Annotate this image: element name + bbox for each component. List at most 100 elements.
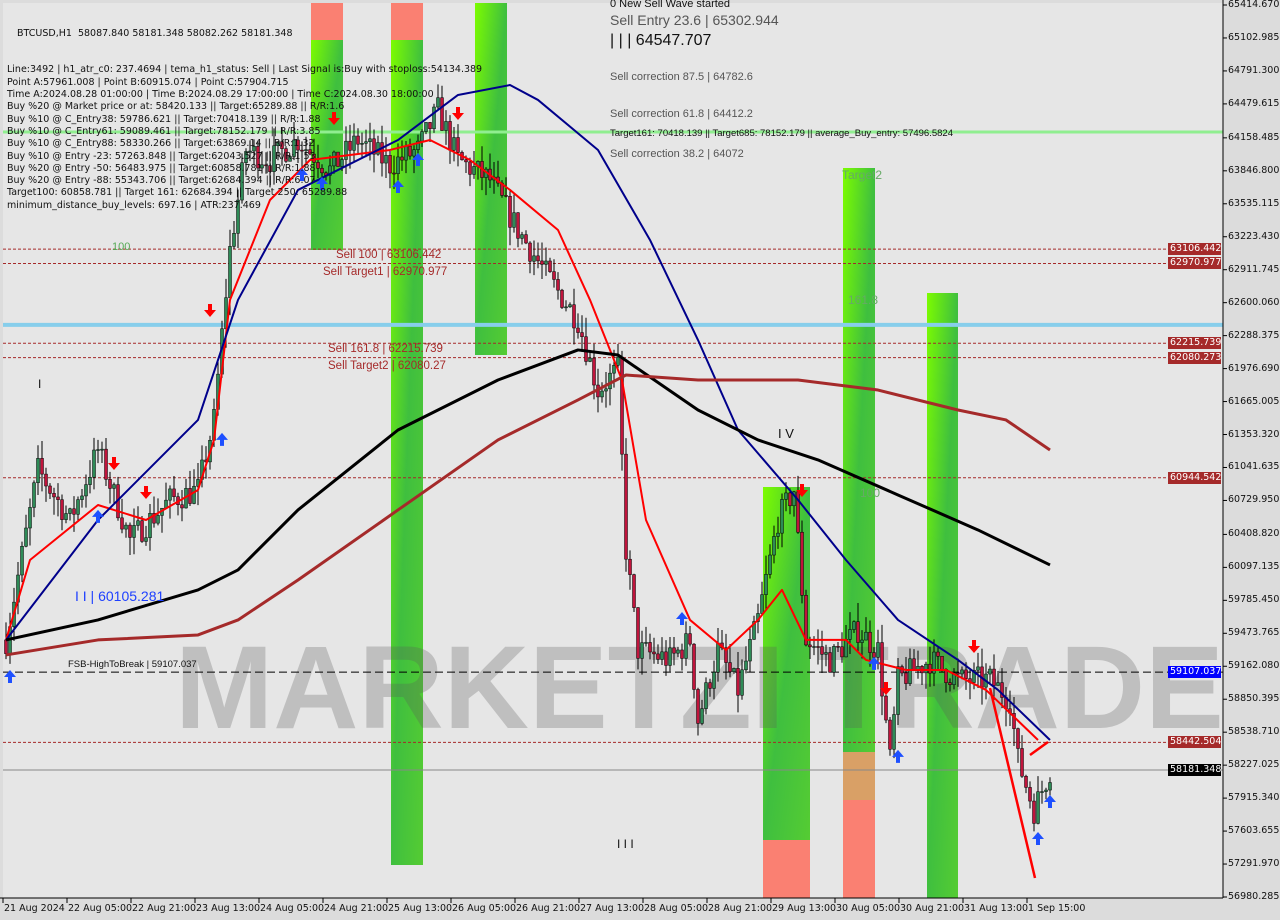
candle — [120, 498, 124, 534]
candle-body — [232, 233, 236, 247]
candle — [396, 143, 400, 184]
info-line: Buy %20 @ Entry -88: 55343.706 || Target… — [7, 175, 316, 187]
candle — [44, 467, 48, 502]
candle-body — [140, 520, 144, 542]
candle — [764, 555, 768, 611]
candle — [604, 372, 608, 408]
candle — [252, 139, 256, 166]
candle — [1036, 776, 1040, 825]
candle — [948, 678, 952, 692]
candle-body — [512, 212, 516, 228]
candle-body — [1012, 713, 1016, 729]
candle — [68, 507, 72, 521]
candle — [688, 626, 692, 647]
candle-body — [432, 106, 436, 130]
candle — [936, 646, 940, 670]
candle — [632, 573, 636, 613]
candle-body — [524, 234, 528, 244]
sell-arrow-icon — [108, 457, 120, 471]
info-line: Buy %20 @ Entry -50: 56483.975 || Target… — [7, 162, 316, 174]
candle-body — [124, 524, 128, 530]
candle-body — [308, 149, 312, 155]
buy-arrow-icon — [316, 177, 328, 191]
candle — [800, 520, 804, 604]
candle-body — [108, 479, 112, 489]
candle-body — [528, 242, 532, 262]
candle-body — [304, 149, 308, 152]
candle — [92, 437, 96, 490]
candle-body — [396, 156, 400, 174]
candle-body — [832, 646, 836, 673]
candle-body — [400, 156, 404, 161]
candle — [576, 313, 580, 339]
buy-arrow-icon — [1044, 794, 1056, 808]
candle — [172, 475, 176, 502]
sell-arrow-icon — [328, 112, 340, 126]
candle-body — [536, 255, 540, 262]
buy-arrow-icon — [4, 669, 16, 683]
y-tick-label: 65102.985 — [1228, 31, 1280, 43]
candle — [740, 659, 744, 700]
candle-body — [288, 156, 292, 162]
candle — [700, 699, 704, 726]
candle — [668, 637, 672, 672]
candle-body — [172, 488, 176, 497]
candle-body — [624, 453, 628, 560]
candle — [648, 633, 652, 660]
buy-arrow-icon — [392, 179, 404, 193]
candle-body — [320, 168, 324, 174]
candle — [336, 151, 340, 167]
buy-arrow-icon — [296, 168, 308, 182]
candle — [976, 652, 980, 689]
candle — [520, 231, 524, 245]
candle-body — [708, 682, 712, 689]
wave-iv-label: I V — [778, 426, 794, 441]
candle — [1000, 668, 1004, 709]
candle-body — [856, 621, 860, 643]
candle-body — [736, 668, 740, 696]
candle — [828, 647, 832, 673]
candle-body — [4, 639, 8, 654]
candle-body — [44, 473, 48, 487]
candle-body — [1028, 787, 1032, 802]
buy-arrow-icon — [868, 656, 880, 670]
y-tick-label: 58538.710 — [1228, 726, 1280, 738]
candle-body — [52, 493, 56, 498]
candle — [80, 489, 84, 508]
candle-body — [996, 682, 1000, 686]
candle-body — [768, 554, 772, 575]
trend-line — [1029, 740, 1049, 757]
candle — [624, 438, 628, 572]
y-tick-label: 56980.285 — [1228, 891, 1280, 902]
candle-body — [908, 658, 912, 684]
candle-body — [148, 513, 152, 538]
candle-body — [548, 260, 552, 272]
x-tick-label: 28 Aug 21:00 — [708, 903, 773, 914]
candle — [552, 259, 556, 288]
sell-correction-382: Sell correction 38.2 | 64072 — [610, 148, 744, 160]
candle — [1020, 735, 1024, 778]
candle-body — [1000, 682, 1004, 698]
candle — [328, 155, 332, 185]
candle — [600, 382, 604, 403]
candle — [752, 615, 756, 640]
darkred-ma-line — [5, 373, 1051, 657]
candle-body — [464, 159, 468, 163]
candle — [708, 678, 712, 697]
wave-high-label: | | | 64547.707 — [610, 32, 712, 49]
candle-body — [784, 492, 788, 500]
sell-target2-label: Sell Target2 | 62080.27 — [328, 360, 446, 372]
y-tick-label: 64479.615 — [1228, 97, 1280, 109]
zone-tan — [843, 752, 875, 800]
candle — [672, 636, 676, 666]
candle-body — [60, 499, 64, 520]
y-tick-label: 58227.025 — [1228, 759, 1280, 771]
candle-body — [672, 647, 676, 654]
candle — [296, 136, 300, 163]
candle-body — [156, 515, 160, 524]
candle-body — [644, 642, 648, 644]
candle-body — [180, 504, 184, 509]
candle-body — [812, 646, 816, 648]
candle-body — [336, 151, 340, 167]
